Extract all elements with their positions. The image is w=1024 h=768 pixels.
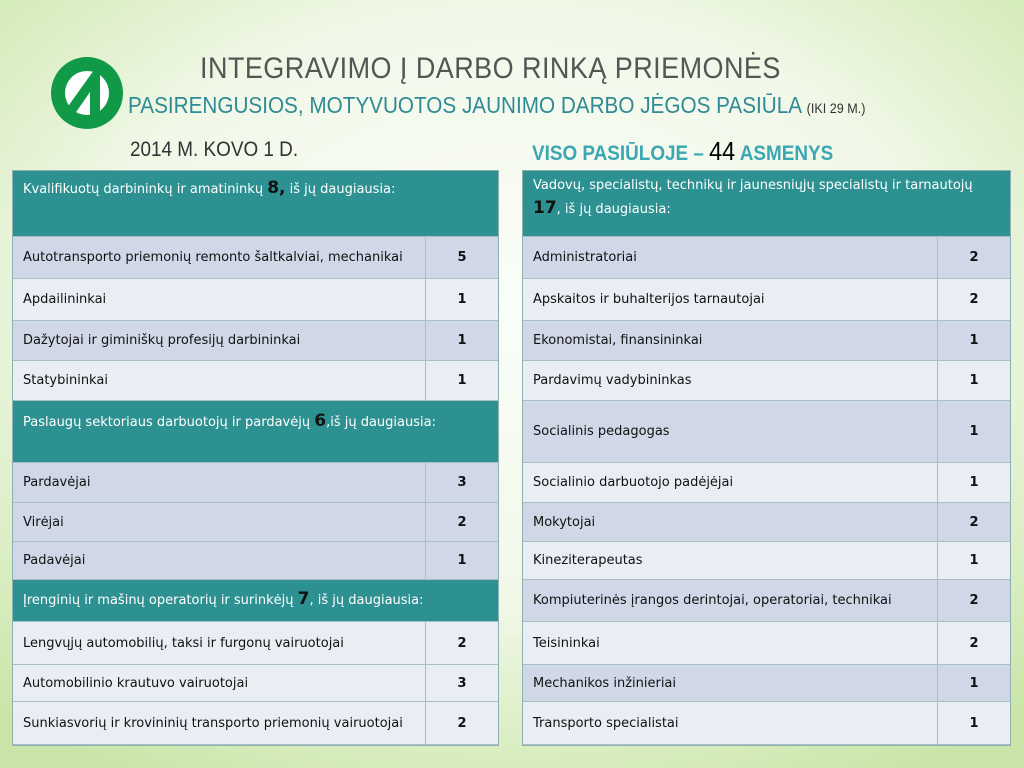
table-row: Dažytojai ir giminiškų profesijų darbini…: [13, 321, 498, 361]
occupation-name: Administratoriai: [523, 237, 938, 278]
occupation-name: Socialinio darbuotojo padėjėjai: [523, 463, 938, 502]
occupation-count: 1: [969, 373, 979, 388]
occupation-name: Autotransporto priemonių remonto šaltkal…: [13, 237, 426, 278]
occupation-name: Padavėjai: [13, 542, 426, 579]
occupation-name: Mokytojai: [523, 503, 938, 541]
occupation-count: 2: [969, 250, 979, 265]
occupation-count: 2: [969, 635, 979, 651]
occupation-name: Dažytojai ir giminiškų profesijų darbini…: [13, 321, 426, 360]
table-row: Ekonomistai, finansininkai 1: [523, 321, 1010, 361]
table-row: Socialinis pedagogas 1: [523, 401, 1010, 463]
occupation-name: Ekonomistai, finansininkai: [523, 321, 938, 360]
occupation-name: Lengvųjų automobilių, taksi ir furgonų v…: [13, 622, 426, 664]
table-row: Virėjai 2: [13, 503, 498, 542]
table-row: Mokytojai 2: [523, 503, 1010, 542]
occupation-name: Sunkiasvorių ir krovininių transporto pr…: [13, 702, 426, 744]
occupation-count: 1: [969, 715, 979, 731]
occupation-name: Automobilinio krautuvo vairuotojai: [13, 665, 426, 701]
occupation-count: 2: [457, 514, 467, 530]
logo: [51, 57, 123, 129]
table-row: Kineziterapeutas 1: [523, 542, 1010, 580]
occupation-name: Pardavimų vadybininkas: [523, 361, 938, 400]
occupation-name: Transporto specialistai: [523, 702, 938, 744]
table-row: Administratoriai 2: [523, 237, 1010, 279]
occupation-count: 2: [457, 715, 467, 731]
total-offer: VISO PASIŪLOJE – 44 ASMENYS: [532, 136, 834, 166]
occupation-count: 1: [969, 553, 979, 568]
occupation-name: Kompiuterinės įrangos derintojai, operat…: [523, 580, 938, 621]
group-header: Vadovų, specialistų, technikų ir jaunesn…: [523, 171, 1010, 237]
occupation-name: Virėjai: [13, 503, 426, 541]
table-row: Kompiuterinės įrangos derintojai, operat…: [523, 580, 1010, 622]
table-row: Socialinio darbuotojo padėjėjai 1: [523, 463, 1010, 503]
table-row: Padavėjai 1: [13, 542, 498, 580]
occupation-count: 3: [457, 475, 467, 490]
table-row: Sunkiasvorių ir krovininių transporto pr…: [13, 702, 498, 745]
occupation-name: Socialinis pedagogas: [523, 401, 938, 462]
occupation-count: 1: [457, 373, 467, 388]
table-row: Statybininkai 1: [13, 361, 498, 401]
occupation-name: Apdailininkai: [13, 279, 426, 320]
occupation-count: 2: [969, 514, 979, 530]
occupation-count: 1: [457, 553, 467, 568]
left-table: Kvalifikuotų darbininkų ir amatininkų 8,…: [12, 170, 499, 746]
occupation-name: Apskaitos ir buhalterijos tarnautojai: [523, 279, 938, 320]
right-table: Vadovų, specialistų, technikų ir jaunesn…: [522, 170, 1011, 746]
table-row: Pardavimų vadybininkas 1: [523, 361, 1010, 401]
occupation-count: 1: [457, 333, 467, 348]
table-row: Pardavėjai 3: [13, 463, 498, 503]
occupation-name: Teisininkai: [523, 622, 938, 664]
group-header: Įrenginių ir mašinų operatorių ir surink…: [13, 580, 498, 622]
occupation-count: 2: [457, 635, 467, 651]
table-row: Autotransporto priemonių remonto šaltkal…: [13, 237, 498, 279]
page-title: INTEGRAVIMO Į DARBO RINKĄ PRIEMONĖS: [200, 52, 781, 85]
occupation-count: 1: [969, 333, 979, 348]
table-row: Transporto specialistai 1: [523, 702, 1010, 745]
occupation-count: 1: [969, 424, 979, 439]
table-row: Apdailininkai 1: [13, 279, 498, 321]
group-header: Paslaugų sektoriaus darbuotojų ir pardav…: [13, 401, 498, 463]
occupation-name: Mechanikos inžinieriai: [523, 665, 938, 701]
table-row: Mechanikos inžinieriai 1: [523, 665, 1010, 702]
occupation-name: Kineziterapeutas: [523, 542, 938, 579]
occupation-count: 5: [457, 250, 467, 265]
occupation-count: 1: [457, 292, 467, 307]
report-date: 2014 M. KOVO 1 D.: [130, 138, 299, 161]
occupation-count: 2: [969, 593, 979, 608]
table-row: Teisininkai 2: [523, 622, 1010, 665]
group-header: Kvalifikuotų darbininkų ir amatininkų 8,…: [13, 171, 498, 237]
occupation-name: Statybininkai: [13, 361, 426, 400]
table-row: Automobilinio krautuvo vairuotojai 3: [13, 665, 498, 702]
occupation-count: 3: [457, 675, 467, 691]
table-row: Apskaitos ir buhalterijos tarnautojai 2: [523, 279, 1010, 321]
age-note: (IKI 29 M.): [806, 100, 866, 116]
table-row: Lengvųjų automobilių, taksi ir furgonų v…: [13, 622, 498, 665]
occupation-name: Pardavėjai: [13, 463, 426, 502]
occupation-count: 2: [969, 292, 979, 307]
page-subtitle: PASIRENGUSIOS, MOTYVUOTOS JAUNIMO DARBO …: [128, 92, 866, 118]
occupation-count: 1: [969, 675, 979, 691]
occupation-count: 1: [969, 475, 979, 490]
